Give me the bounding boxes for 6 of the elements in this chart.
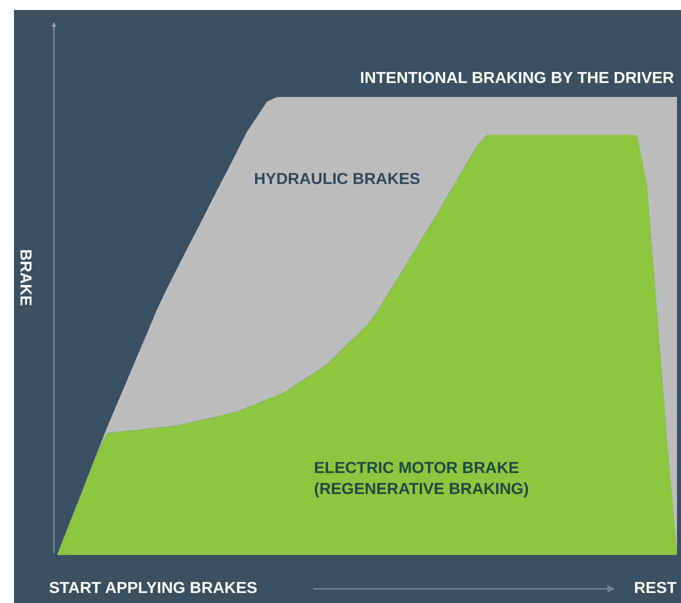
y-axis-title: BRAKE <box>16 249 34 306</box>
annotation: INTENTIONAL BRAKING BY THE DRIVER <box>360 70 675 87</box>
series-label: ELECTRIC MOTOR BRAKE (REGENERATIVE BRAKING) <box>314 460 529 498</box>
x-axis-title: START APPLYING BRAKES <box>49 580 258 597</box>
series-label: HYDRAULIC BRAKES <box>254 171 421 188</box>
text: REST <box>634 580 677 597</box>
